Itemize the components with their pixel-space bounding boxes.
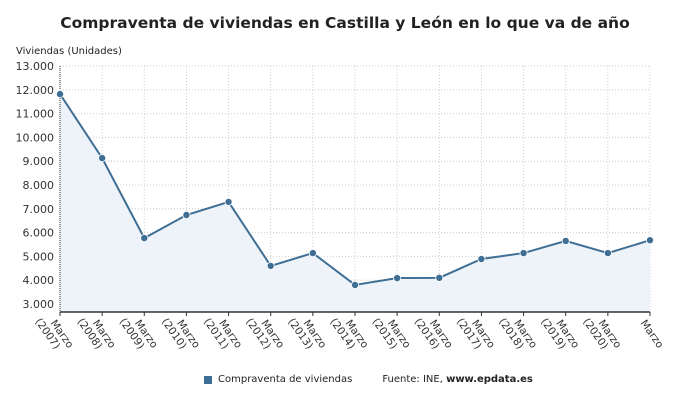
x-tick-label: Marzo <box>638 318 666 351</box>
y-tick-label: 5.000 <box>23 250 55 263</box>
x-tick-label: Marzo(2015) <box>370 309 413 357</box>
x-tick-label: Marzo(2009) <box>117 309 160 357</box>
data-point <box>140 234 149 243</box>
x-tick-label: Marzo(2019) <box>538 309 581 357</box>
legend-label: Compraventa de viviendas <box>218 374 353 385</box>
y-tick-label: 11.000 <box>16 108 55 121</box>
data-point <box>646 236 655 245</box>
data-point <box>435 273 444 282</box>
area-fill <box>60 94 650 312</box>
y-tick-label: 10.000 <box>16 131 55 144</box>
data-point <box>519 249 528 258</box>
legend: Compraventa de viviendas Fuente: INE, ww… <box>204 374 533 385</box>
y-tick-label: 9.000 <box>23 155 55 168</box>
x-tick-label: Marzo(2016) <box>412 309 455 357</box>
y-tick-label: 7.000 <box>23 203 55 216</box>
data-point <box>56 90 65 99</box>
x-tick-label: Marzo(2020) <box>580 309 623 357</box>
y-tick-label: 6.000 <box>23 227 55 240</box>
data-point <box>182 210 191 219</box>
data-point <box>266 261 275 270</box>
y-tick-label: 3.000 <box>23 298 55 311</box>
y-tick-label: 12.000 <box>16 84 55 97</box>
source-note: Fuente: INE, www.epdata.es <box>382 374 533 385</box>
x-tick-label: Marzo(2007) <box>32 309 75 357</box>
x-tick-label: Marzo(2013) <box>285 309 328 357</box>
chart-title: Compraventa de viviendas en Castilla y L… <box>60 14 630 32</box>
y-tick-label: 13.000 <box>16 60 55 73</box>
data-point <box>561 236 570 245</box>
y-tick-label: 8.000 <box>23 179 55 192</box>
data-point <box>98 154 107 163</box>
legend-swatch <box>204 375 212 384</box>
x-tick-label: Marzo(2012) <box>243 309 286 357</box>
x-tick-label: Marzo(2017) <box>454 309 497 357</box>
data-point <box>603 249 612 258</box>
data-point <box>224 197 233 206</box>
source-link[interactable]: www.epdata.es <box>446 374 533 385</box>
x-tick-label: Marzo(2014) <box>327 309 370 357</box>
data-point <box>350 280 359 289</box>
y-tick-label: 4.000 <box>23 274 55 287</box>
source-prefix: Fuente: INE, <box>382 374 447 385</box>
data-point <box>308 249 317 258</box>
x-tick-label: Marzo(2018) <box>496 309 539 357</box>
x-tick-label: Marzo(2008) <box>75 309 118 357</box>
data-point <box>393 274 402 283</box>
y-axis-label: Viviendas (Unidades) <box>16 46 122 57</box>
data-point <box>477 255 486 264</box>
x-tick-label: Marzo(2010) <box>159 309 202 357</box>
x-tick-label: Marzo(2011) <box>201 309 244 357</box>
